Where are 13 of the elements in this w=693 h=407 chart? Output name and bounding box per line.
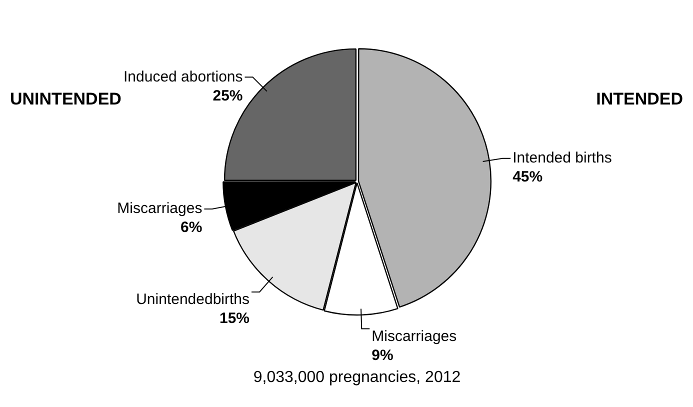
slice-label: Intended births [512, 149, 612, 166]
data-label: 6% [180, 219, 202, 236]
data-label: 25% [212, 87, 243, 104]
text: UNINTENDED [10, 90, 122, 109]
data-label: 45% [512, 168, 543, 186]
slice-label: Miscarriages [117, 200, 202, 218]
slice-label: Miscarriages [372, 328, 457, 345]
data-label: 15% [219, 310, 250, 328]
data-label: 9% [372, 346, 394, 364]
slice-label: Unintendedbirths [136, 291, 250, 308]
text: 9,033,000 pregnancies, 2012 [253, 368, 461, 386]
text: INTENDED [596, 90, 683, 109]
slice-label: Induced abortions [124, 68, 243, 86]
